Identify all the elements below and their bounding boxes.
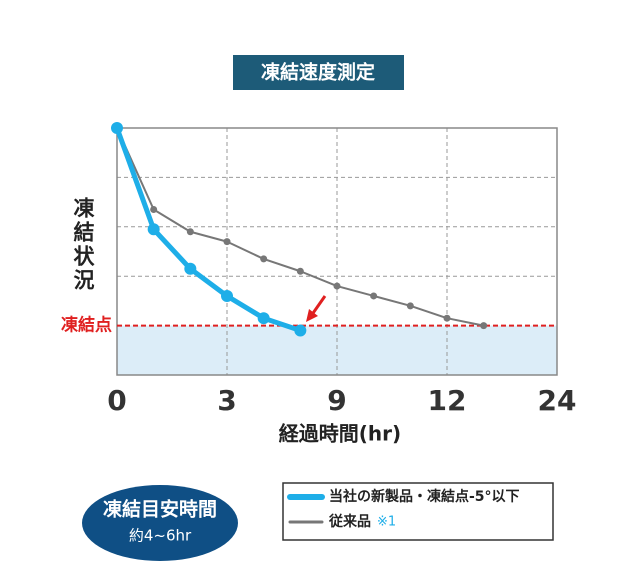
point <box>294 324 307 337</box>
plot: 0 3 9 12 24 凍結点 <box>61 122 576 417</box>
point <box>480 322 488 330</box>
y-axis-label: 凍結状況 <box>71 197 95 293</box>
badge-subtitle: 約4~6hr <box>129 527 192 545</box>
point <box>184 262 197 275</box>
point <box>221 289 233 302</box>
point <box>406 302 414 310</box>
legend <box>282 482 554 541</box>
point <box>147 223 160 236</box>
point <box>443 314 451 322</box>
point <box>150 206 158 214</box>
freeze-label: 凍結点 <box>61 315 112 336</box>
point <box>257 312 270 325</box>
series-line <box>114 127 302 333</box>
x-tick-label: 12 <box>428 384 467 417</box>
chart-title: 凍結速度測定 <box>261 61 375 84</box>
title-box <box>233 55 404 90</box>
badge-title: 凍結目安時間 <box>103 498 217 521</box>
point <box>111 122 123 134</box>
legend-note: ※1 <box>377 515 396 530</box>
point <box>186 228 194 236</box>
legend-label: 当社の新製品・凍結点-5°以下 <box>329 488 520 505</box>
point <box>333 282 341 290</box>
point <box>260 255 268 263</box>
x-tick-label: 3 <box>217 384 236 417</box>
arrow-head <box>306 309 318 322</box>
plot-border <box>116 127 558 376</box>
x-axis-label: 経過時間(hr) <box>279 422 401 446</box>
point <box>296 267 304 275</box>
badge <box>82 485 238 561</box>
legend-label: 従来品 <box>328 513 371 530</box>
x-tick-label: 24 <box>538 384 577 417</box>
point <box>370 292 378 300</box>
x-tick-label: 9 <box>327 384 346 417</box>
x-tick-label: 0 <box>107 384 126 417</box>
point <box>223 238 231 246</box>
